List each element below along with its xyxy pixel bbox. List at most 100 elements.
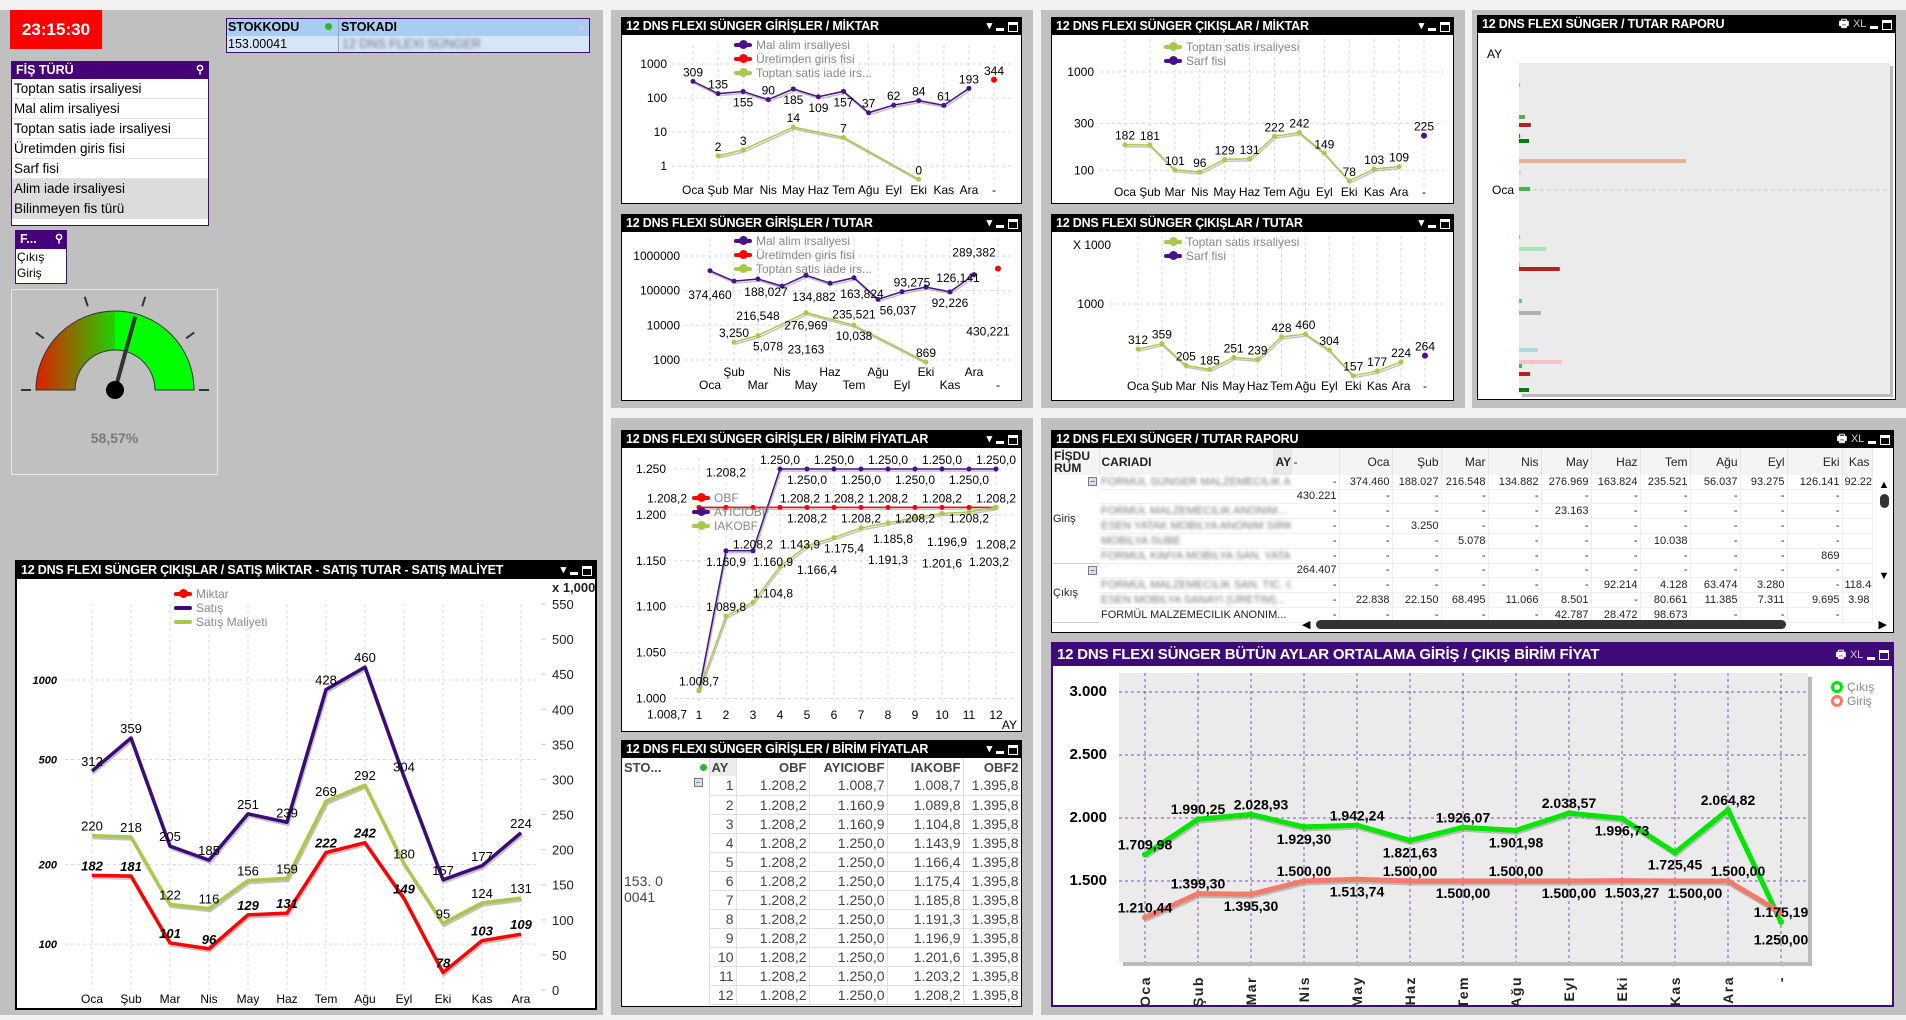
chart-plot[interactable]: AY Oca xyxy=(1478,33,1895,400)
minimize-icon[interactable] xyxy=(996,28,1004,31)
legend-item[interactable]: Üretimden giris fisi xyxy=(734,248,872,262)
excel-icon[interactable]: XL xyxy=(1849,649,1863,661)
horizontal-scrollbar[interactable]: ◀ ▶ xyxy=(1302,618,1887,631)
vertical-scrollbar[interactable]: ▲ ▼ xyxy=(1877,479,1891,589)
column-header[interactable]: AYICIOBF xyxy=(809,758,888,776)
column-header[interactable]: Kas xyxy=(1842,448,1873,475)
minimize-icon[interactable] xyxy=(1868,441,1876,444)
dropdown-icon[interactable]: ▾ xyxy=(1418,217,1425,229)
column-header[interactable]: Şub xyxy=(1392,448,1442,475)
maximize-icon[interactable] xyxy=(1008,744,1018,755)
legend-item[interactable]: Mal alim irsaliyesi xyxy=(734,38,872,52)
scroll-right-icon[interactable]: ▶ xyxy=(1878,618,1887,631)
cariadi-cell[interactable]: MOBILYA SUBE xyxy=(1099,533,1291,549)
minimize-icon[interactable] xyxy=(1870,26,1878,29)
column-header[interactable]: - xyxy=(1291,448,1340,475)
maximize-icon[interactable] xyxy=(582,565,592,576)
column-header[interactable]: Eki xyxy=(1787,448,1843,475)
column-header[interactable]: Oca xyxy=(1339,448,1393,475)
scroll-down-icon[interactable]: ▼ xyxy=(1878,570,1890,582)
column-header[interactable]: Tem xyxy=(1640,448,1691,475)
legend-item[interactable]: Giriş xyxy=(1831,694,1874,708)
minimize-icon[interactable] xyxy=(996,225,1004,228)
list-item[interactable]: Üretimden giris fisi xyxy=(12,139,208,159)
maximize-icon[interactable] xyxy=(1440,21,1450,32)
minimize-icon[interactable] xyxy=(996,441,1004,444)
search-icon[interactable]: ⚲ xyxy=(195,64,204,76)
legend-item[interactable]: AYICIOBF xyxy=(692,505,769,519)
dropdown-icon[interactable]: ▾ xyxy=(986,433,993,445)
maximize-icon[interactable] xyxy=(1880,434,1890,445)
column-header-stokadi[interactable]: STOKADI ▲ xyxy=(339,19,589,36)
excel-icon[interactable]: XL xyxy=(1850,433,1864,445)
legend-item[interactable]: Mal alim irsaliyesi xyxy=(734,234,872,248)
chart-plot[interactable]: Oca Şub Mar Nis May Haz Tem Ağu Eyl Eki Kas Ara - 1.5… xyxy=(1053,666,1892,1005)
legend-item[interactable]: Sarf fisi xyxy=(1164,54,1299,68)
dropdown-icon[interactable]: ▾ xyxy=(986,217,993,229)
legend-item[interactable]: Toptan satis irsaliyesi xyxy=(1164,40,1299,54)
sort-arrow-icon[interactable]: ▲ xyxy=(576,22,586,33)
column-header[interactable]: Haz xyxy=(1591,448,1641,475)
column-header[interactable]: Eyl xyxy=(1740,448,1788,475)
list-item[interactable]: Bilinmeyen fis türü xyxy=(12,199,208,219)
column-header[interactable]: CARIADI xyxy=(1099,448,1274,475)
list-item[interactable]: Toptan satis iade irsaliyesi xyxy=(12,119,208,139)
column-header[interactable]: STO... xyxy=(622,758,710,776)
excel-icon[interactable]: XL xyxy=(1852,18,1866,30)
dropdown-icon[interactable]: ▾ xyxy=(1418,20,1425,32)
column-header[interactable]: OBF xyxy=(736,758,810,776)
minimize-icon[interactable] xyxy=(1428,28,1436,31)
cariadi-cell[interactable]: ESEN MOBILYA SANAYI (ÜRETIM)... xyxy=(1099,592,1291,608)
minimize-icon[interactable] xyxy=(1867,656,1875,660)
maximize-icon[interactable] xyxy=(1440,218,1450,229)
dropdown-icon[interactable]: ▾ xyxy=(560,564,567,576)
cariadi-cell[interactable] xyxy=(1099,489,1291,504)
column-header[interactable]: FİŞDU RUM xyxy=(1052,448,1100,475)
search-icon[interactable]: ⚲ xyxy=(54,233,63,245)
cariadi-cell[interactable]: FORMÜL MALZEMECILIK SAN. TIC. GÖRENEK xyxy=(1099,577,1291,593)
collapse-icon[interactable]: − xyxy=(1088,565,1097,575)
legend-item[interactable]: Çıkış xyxy=(1831,680,1874,694)
chart-plot[interactable]: Oca Şub Mar Nis May Haz Tem Ağu Eyl Eki Kas Ara 100 2… xyxy=(17,579,595,1009)
column-header[interactable]: Mar xyxy=(1441,448,1489,475)
stokkodu-cell[interactable]: 153.00041 xyxy=(227,36,339,52)
legend-item[interactable]: Sarf fisi xyxy=(1164,249,1299,263)
print-icon[interactable]: 🖶 xyxy=(1838,18,1849,30)
column-header[interactable]: AY xyxy=(709,758,737,776)
cariadi-cell[interactable]: FORMÜL SÜNGER MALZEMECILIK ANONIM I... xyxy=(1099,475,1291,490)
legend-item[interactable]: Toptan satis iade irs... xyxy=(734,262,872,276)
print-icon[interactable]: 🖶 xyxy=(1835,649,1846,661)
fisdurum-cell[interactable]: − Çıkış xyxy=(1052,563,1099,623)
chart-plot[interactable]: Oca Şub Mar Nis May Haz Tem Ağu Eyl Eki Kas Ara - 1 10… xyxy=(622,35,1021,203)
cariadi-cell[interactable]: ESEN YATAK MOBILYA ANONIM SIRKETI... xyxy=(1099,518,1291,534)
legend-item[interactable]: IAKOBF xyxy=(692,519,769,533)
maximize-icon[interactable] xyxy=(1008,218,1018,229)
print-icon[interactable]: 🖶 xyxy=(1836,433,1847,445)
dropdown-icon[interactable]: ▾ xyxy=(986,20,993,32)
maximize-icon[interactable] xyxy=(1008,434,1018,445)
maximize-icon[interactable] xyxy=(1008,21,1018,32)
list-item-cikis[interactable]: Çıkış xyxy=(17,250,45,264)
minimize-icon[interactable] xyxy=(570,572,578,575)
fisdurum-cell[interactable]: − Giriş xyxy=(1052,475,1099,564)
cariadi-cell[interactable] xyxy=(1099,563,1291,578)
column-header-stokkodu[interactable]: STOKKODU xyxy=(227,19,339,36)
minimize-icon[interactable] xyxy=(1428,225,1436,228)
minimize-icon[interactable] xyxy=(996,751,1004,754)
legend-item[interactable]: Toptan satis irsaliyesi xyxy=(1164,235,1299,249)
column-header[interactable]: AY xyxy=(1273,448,1292,475)
legend-item[interactable]: Miktar xyxy=(174,587,267,601)
collapse-icon[interactable]: − xyxy=(693,778,703,787)
cariadi-cell[interactable]: FORMÜL MALZEMECILIK ANONIM... xyxy=(1099,607,1291,623)
legend-item[interactable]: Toptan satis iade irs... xyxy=(734,66,872,80)
stok-cell[interactable]: − 153. 00041 xyxy=(622,776,710,1004)
scroll-up-icon[interactable]: ▲ xyxy=(1878,479,1890,491)
cariadi-cell[interactable]: FORMÜL KIMYA MOBILYA SAN. YATAK xyxy=(1099,548,1291,564)
scroll-thumb[interactable] xyxy=(1316,619,1787,629)
scroll-thumb[interactable] xyxy=(1879,494,1889,508)
column-header[interactable]: IAKOBF xyxy=(887,758,964,776)
dropdown-icon[interactable]: ▾ xyxy=(986,743,993,755)
